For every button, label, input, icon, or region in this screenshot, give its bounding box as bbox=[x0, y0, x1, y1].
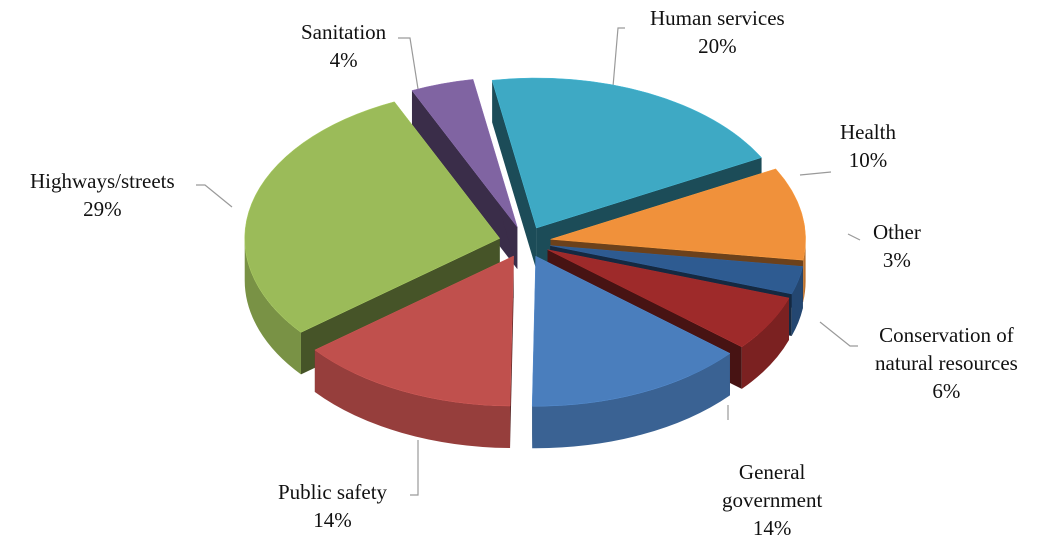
pie-slice-highways-streets bbox=[244, 101, 501, 375]
leader-line bbox=[610, 27, 625, 111]
leader-line bbox=[799, 171, 832, 176]
slice-percent: 29% bbox=[83, 197, 122, 221]
slice-name: natural resources bbox=[875, 351, 1018, 375]
slice-name: Health bbox=[840, 120, 896, 144]
slice-label: Public safety 14% bbox=[278, 478, 387, 534]
slice-name: Conservation of bbox=[879, 323, 1014, 347]
slice-percent: 14% bbox=[313, 508, 352, 532]
leader-lines bbox=[196, 27, 861, 496]
leader-line bbox=[410, 440, 419, 496]
slice-percent: 14% bbox=[752, 516, 792, 540]
pie-slice-sanitation bbox=[411, 79, 518, 270]
leader-line bbox=[196, 184, 233, 208]
slice-label: General government 14% bbox=[722, 458, 822, 542]
slice-label: Human services 20% bbox=[650, 4, 785, 60]
pie-slices bbox=[244, 77, 806, 449]
slice-label: Highways/streets 29% bbox=[30, 167, 175, 223]
slice-name: Public safety bbox=[278, 480, 388, 504]
slice-label: Conservation of natural resources 6% bbox=[875, 321, 1018, 405]
slice-name: Sanitation bbox=[301, 20, 387, 44]
slice-percent: 3% bbox=[882, 248, 911, 272]
slice-name: Highways/streets bbox=[30, 169, 175, 193]
leader-line bbox=[847, 233, 861, 241]
slice-name: Human services bbox=[650, 6, 785, 30]
slice-label: Sanitation 4% bbox=[301, 18, 386, 74]
slice-label: Health 10% bbox=[840, 118, 896, 174]
slice-name: General bbox=[738, 460, 806, 484]
slice-name: government bbox=[722, 488, 823, 512]
slice-percent: 6% bbox=[932, 379, 961, 403]
slice-percent: 10% bbox=[848, 148, 888, 172]
leader-line bbox=[819, 321, 858, 347]
slice-percent: 20% bbox=[698, 34, 737, 58]
pie-slice-public-safety bbox=[314, 255, 514, 449]
slice-percent: 4% bbox=[329, 48, 358, 72]
pie-slice-general-government bbox=[531, 255, 731, 449]
slice-name: Other bbox=[873, 220, 921, 244]
slice-label: Other 3% bbox=[873, 218, 921, 274]
leader-line bbox=[398, 37, 422, 109]
